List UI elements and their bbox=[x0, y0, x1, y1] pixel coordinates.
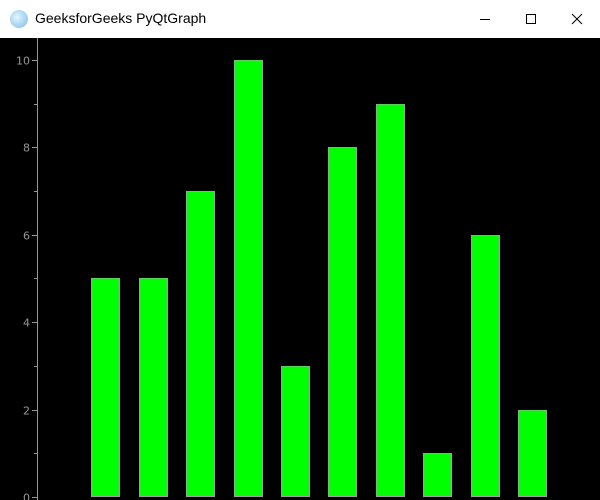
y-tick-label: 2 bbox=[23, 405, 30, 418]
bar-10 bbox=[518, 410, 547, 497]
y-tick-label: 8 bbox=[23, 142, 30, 155]
plot-area[interactable]: 0 2 4 6 8 10 bbox=[0, 38, 600, 500]
y-tick-label: 6 bbox=[23, 230, 30, 243]
maximize-button[interactable] bbox=[508, 0, 554, 38]
bar-4 bbox=[234, 60, 263, 497]
minimize-button[interactable] bbox=[462, 0, 508, 38]
y-axis: 0 2 4 6 8 10 bbox=[16, 38, 38, 500]
bar-5 bbox=[281, 366, 310, 497]
window-title: GeeksforGeeks PyQtGraph bbox=[35, 10, 207, 26]
close-button[interactable] bbox=[554, 0, 600, 38]
title-bar: GeeksforGeeks PyQtGraph bbox=[0, 0, 600, 38]
bar-8 bbox=[423, 453, 452, 497]
bar-chart: 0 2 4 6 8 10 bbox=[16, 38, 547, 500]
close-icon bbox=[571, 13, 583, 25]
maximize-icon bbox=[526, 14, 536, 24]
y-tick-label: 4 bbox=[23, 317, 30, 330]
bar-6 bbox=[328, 147, 357, 497]
bar-2 bbox=[139, 278, 168, 497]
minimize-icon bbox=[480, 19, 490, 20]
bar-1 bbox=[91, 278, 120, 497]
y-tick-label: 0 bbox=[23, 492, 30, 500]
y-tick-label: 10 bbox=[16, 55, 30, 68]
bar-9 bbox=[471, 235, 500, 497]
pyqtgraph-logo-icon bbox=[10, 10, 28, 28]
bars bbox=[91, 60, 547, 497]
bar-3 bbox=[186, 191, 215, 497]
bar-7 bbox=[376, 104, 405, 497]
